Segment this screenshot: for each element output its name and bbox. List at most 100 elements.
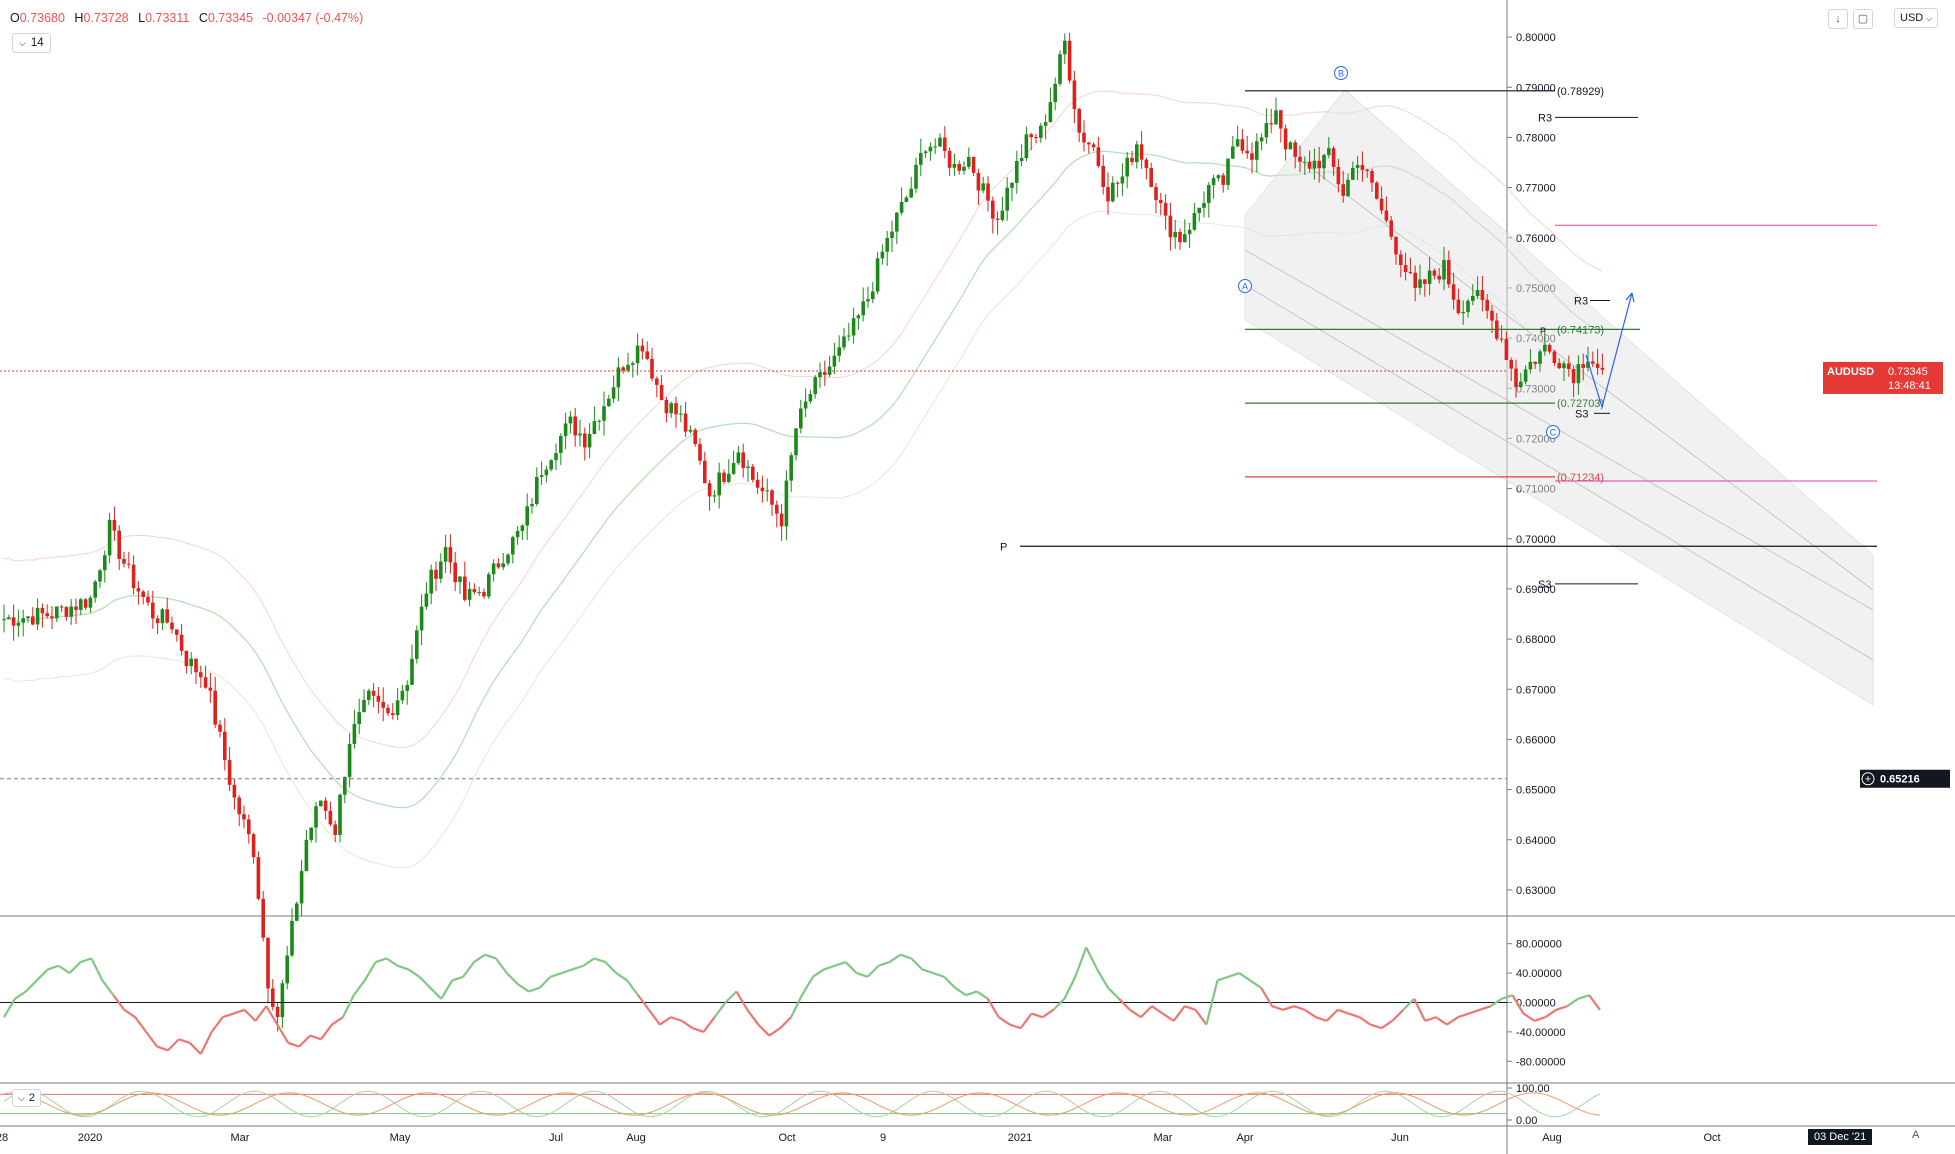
candle-body xyxy=(856,315,861,319)
candle-body xyxy=(1336,166,1341,185)
candle-body xyxy=(1130,157,1134,163)
candle-body xyxy=(69,606,73,617)
candle-body xyxy=(1504,338,1509,361)
oscillator-segment xyxy=(998,1016,1011,1026)
oscillator-segment xyxy=(1501,994,1513,1000)
candle-body xyxy=(323,800,328,811)
oscillator-segment xyxy=(145,1031,158,1048)
candle-body xyxy=(520,525,525,532)
oscillator-segment xyxy=(1358,1016,1372,1026)
candle-body xyxy=(1039,125,1043,138)
candle-body xyxy=(59,606,64,608)
candle-body xyxy=(1187,229,1192,235)
candle-body xyxy=(381,701,385,708)
candle-body xyxy=(256,857,261,899)
oscillator-segment xyxy=(112,994,126,1011)
oscillator-segment xyxy=(1337,1008,1349,1015)
candle-body xyxy=(1514,368,1518,388)
candle-body xyxy=(170,622,174,630)
candle-body xyxy=(213,690,217,725)
indicator2-period-toggle[interactable]: ⌵ 2 xyxy=(12,1089,41,1107)
candle-body xyxy=(1029,134,1033,138)
price-axis-label: 0.64000 xyxy=(1516,835,1556,847)
oscillator-segment xyxy=(199,1031,213,1055)
indicator-period-toggle[interactable]: ⌵ 14 xyxy=(12,33,51,53)
candle-body xyxy=(83,599,88,608)
oscillator-segment xyxy=(659,1016,672,1026)
price-tag-value: 0.73345 xyxy=(1888,366,1928,378)
candle-body xyxy=(1331,148,1336,167)
candle-body xyxy=(904,197,909,202)
candle-body xyxy=(1600,367,1605,370)
candle-body xyxy=(1082,132,1086,143)
candle-body xyxy=(1341,184,1345,196)
oscillator-segment xyxy=(462,961,475,978)
candle-body xyxy=(112,519,117,531)
oscillator-segment xyxy=(1555,1005,1568,1011)
candle-body xyxy=(1533,361,1537,364)
candle-body xyxy=(674,403,678,415)
candle-body xyxy=(386,707,390,714)
candle-body xyxy=(463,576,467,600)
oscillator-segment xyxy=(1194,1009,1208,1026)
candle-body xyxy=(818,372,822,378)
oscillator-segment xyxy=(1293,1005,1306,1011)
oscillator-segment xyxy=(222,1012,234,1019)
candle-body xyxy=(952,163,957,168)
oscillator-segment xyxy=(746,1009,760,1026)
time-axis-label: Aug xyxy=(626,1132,646,1144)
candle-body xyxy=(1159,200,1163,204)
currency-selector[interactable]: USD ⌵ xyxy=(1894,8,1939,28)
download-icon[interactable]: ↓ xyxy=(1828,9,1848,29)
oscillator-segment xyxy=(352,979,366,996)
candle-body xyxy=(712,495,717,497)
candle-body xyxy=(103,555,107,571)
candle-body xyxy=(429,569,433,594)
stochastic-axis-label: 100.00 xyxy=(1516,1083,1550,1095)
price-tag-countdown: 13:48:41 xyxy=(1888,380,1931,392)
candle-body xyxy=(477,592,481,594)
price-axis-label: 0.67000 xyxy=(1516,684,1556,696)
candle-body xyxy=(127,563,131,565)
candle-body xyxy=(813,377,817,395)
candle-body xyxy=(179,634,184,651)
candle-body xyxy=(367,690,371,700)
descending-channel xyxy=(1244,89,1874,706)
change-value: -0.00347 (-0.47%) xyxy=(262,11,364,25)
candle-body xyxy=(45,613,49,617)
candle-body xyxy=(1120,176,1125,184)
price-axis-label: 0.68000 xyxy=(1516,634,1556,646)
candle-body xyxy=(823,372,827,375)
candle-body xyxy=(271,988,275,1007)
candle-body xyxy=(669,403,673,414)
oscillator-segment xyxy=(134,1016,147,1033)
open-value: 0.73680 xyxy=(19,11,65,25)
oscillator-segment xyxy=(1096,968,1110,989)
price-axis-label: 0.65000 xyxy=(1516,785,1556,797)
candle-body xyxy=(511,537,515,555)
candle-body xyxy=(1327,148,1331,155)
time-axis-label: 2021 xyxy=(1008,1132,1032,1144)
oscillator-segment xyxy=(1391,1009,1405,1022)
candle-body xyxy=(405,684,409,691)
candle-body xyxy=(1091,144,1096,148)
candle-body xyxy=(775,504,779,514)
candle-body xyxy=(122,558,126,564)
oscillator-segment xyxy=(287,1041,300,1048)
candle-body xyxy=(1216,175,1221,179)
candle-body xyxy=(899,201,904,213)
candle-body xyxy=(1231,146,1235,159)
candle-body xyxy=(621,367,625,371)
candle-body xyxy=(448,547,453,563)
pivot-label-p: P xyxy=(1000,541,1007,553)
oscillator-segment xyxy=(1019,1012,1033,1029)
oscillator-segment xyxy=(47,964,60,971)
forecast-arrowhead xyxy=(1625,292,1635,303)
fullscreen-icon[interactable]: ▢ xyxy=(1853,9,1873,29)
candle-body xyxy=(194,658,198,673)
auto-scale-button[interactable]: A xyxy=(1912,1129,1920,1141)
candle-body xyxy=(1178,231,1182,243)
oscillator-segment xyxy=(1282,1005,1295,1011)
candle-body xyxy=(1240,139,1245,151)
